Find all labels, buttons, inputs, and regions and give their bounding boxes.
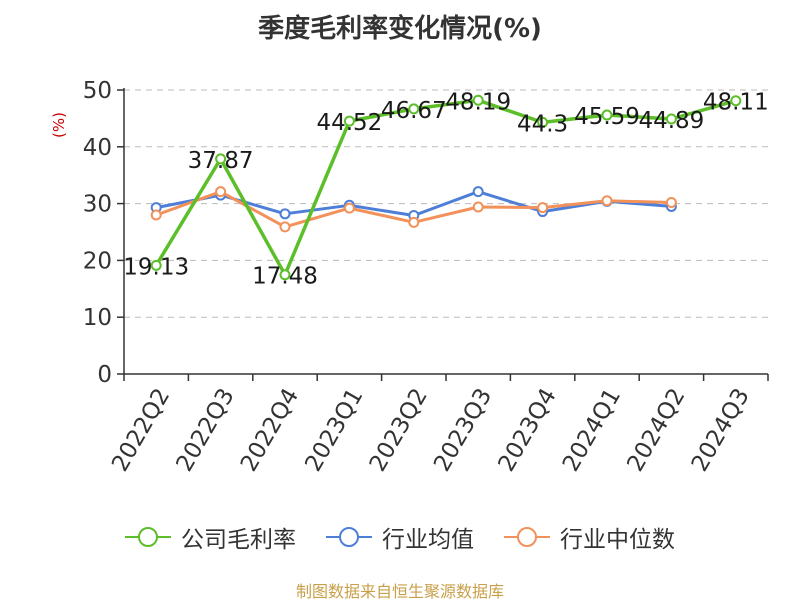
y-tick-label-0: 0: [97, 362, 112, 388]
y-tick-label-30: 30: [83, 192, 112, 218]
data-label-2024Q3: 48.11: [703, 90, 769, 116]
data-label-2023Q2: 46.67: [381, 98, 447, 124]
series-lines: [150, 94, 742, 281]
point-0-2022Q3: [215, 153, 227, 165]
point-0-2023Q1: [343, 115, 355, 127]
point-0-2023Q3: [472, 94, 484, 106]
y-tick-label-10: 10: [83, 305, 112, 331]
data-label-2023Q4: 44.3: [517, 111, 568, 137]
data-source-note: 制图数据来自恒生聚源数据库: [295, 582, 504, 601]
point-0-2022Q2: [150, 259, 162, 271]
point-0-2023Q4: [537, 116, 549, 128]
y-tick-label-50: 50: [83, 78, 112, 104]
legend-item-company[interactable]: 公司毛利率: [125, 520, 296, 554]
point-0-2023Q2: [408, 103, 420, 115]
x-tick-label-2022Q3: 2022Q3: [172, 384, 240, 476]
point-2-2024Q2: [665, 196, 677, 208]
data-label-2022Q2: 19.13: [123, 254, 189, 280]
point-2-2022Q3: [215, 186, 227, 198]
x-tick-label-2023Q3: 2023Q3: [429, 384, 497, 476]
x-tick-label-2024Q2: 2024Q2: [622, 384, 690, 476]
point-2-2022Q2: [150, 209, 162, 221]
point-2-2023Q1: [343, 202, 355, 214]
series-line-0: [154, 98, 737, 277]
point-1-2023Q3: [472, 186, 484, 198]
x-tick-label-2022Q4: 2022Q4: [236, 384, 304, 476]
x-tick-label-2023Q2: 2023Q2: [365, 384, 433, 476]
x-tick-label-2024Q1: 2024Q1: [558, 384, 626, 476]
data-label-2023Q1: 44.52: [316, 110, 382, 136]
legend-label-industry-mean: 行业均值: [382, 527, 474, 553]
point-0-2024Q2: [665, 113, 677, 125]
point-1-2022Q4: [279, 208, 291, 220]
point-0-2024Q1: [601, 109, 613, 121]
point-0-2022Q4: [279, 269, 291, 281]
legend-marker-industry-mean: [326, 527, 372, 547]
x-tick-label-2022Q2: 2022Q2: [107, 384, 175, 476]
x-tick-label-2024Q3: 2024Q3: [687, 384, 755, 476]
legend-item-industry-median[interactable]: 行业中位数: [504, 520, 675, 554]
legend: 公司毛利率 行业均值 行业中位数: [0, 521, 800, 553]
y-tick-label-20: 20: [83, 248, 112, 274]
data-label-2023Q3: 48.19: [445, 89, 511, 115]
point-0-2024Q3: [730, 95, 742, 107]
data-label-2024Q2: 44.89: [638, 108, 704, 134]
y-tick-label-40: 40: [83, 135, 112, 161]
data-label-2022Q3: 37.87: [188, 148, 254, 174]
x-tick-label-2023Q4: 2023Q4: [494, 384, 562, 476]
legend-label-company: 公司毛利率: [181, 527, 296, 553]
point-2-2023Q4: [537, 202, 549, 214]
data-label-2022Q4: 17.48: [252, 264, 318, 290]
point-2-2022Q4: [279, 221, 291, 233]
legend-marker-industry-median: [504, 527, 550, 547]
legend-item-industry-mean[interactable]: 行业均值: [326, 520, 474, 554]
point-2-2023Q2: [408, 216, 420, 228]
chart-title: 季度毛利率变化情况(%): [258, 14, 542, 44]
legend-label-industry-median: 行业中位数: [560, 527, 675, 553]
data-label-2024Q1: 45.59: [574, 104, 640, 130]
point-2-2023Q3: [472, 201, 484, 213]
point-2-2024Q1: [601, 195, 613, 207]
x-tick-label-2023Q1: 2023Q1: [300, 384, 368, 476]
legend-marker-company: [125, 527, 171, 547]
